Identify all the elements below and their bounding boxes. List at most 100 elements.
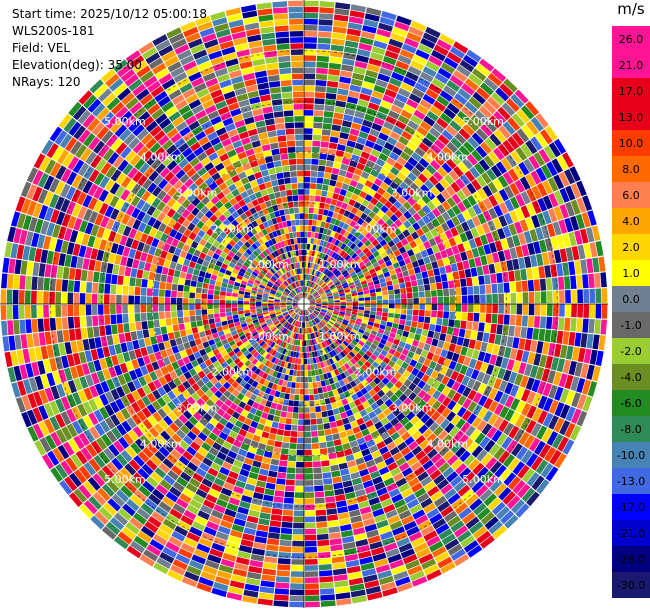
velocity-cell	[296, 370, 301, 377]
velocity-cell	[212, 269, 219, 276]
velocity-cell	[457, 110, 470, 123]
velocity-cell	[345, 310, 352, 314]
velocity-cell	[420, 413, 431, 424]
velocity-cell	[295, 352, 299, 358]
velocity-cell	[450, 548, 466, 561]
velocity-cell	[520, 205, 531, 219]
velocity-cell	[344, 315, 351, 319]
velocity-cell	[153, 280, 160, 289]
velocity-cell	[401, 467, 413, 477]
velocity-cell	[190, 321, 197, 328]
velocity-cell	[189, 477, 201, 488]
velocity-cell	[331, 245, 337, 252]
velocity-cell	[165, 252, 174, 261]
velocity-cell	[357, 217, 365, 226]
velocity-cell	[219, 334, 227, 341]
velocity-cell	[333, 310, 340, 314]
velocity-cell	[146, 288, 153, 296]
velocity-cell	[340, 280, 347, 285]
velocity-cell	[360, 254, 368, 261]
velocity-cell	[337, 175, 345, 183]
velocity-cell	[227, 450, 238, 459]
velocity-cell	[415, 252, 423, 260]
velocity-cell	[218, 345, 225, 353]
velocity-cell	[337, 367, 344, 374]
velocity-cell	[339, 351, 346, 358]
velocity-cell	[60, 411, 72, 426]
velocity-cell	[388, 252, 396, 260]
velocity-cell	[320, 196, 327, 203]
velocity-cell	[480, 535, 495, 549]
velocity-cell	[178, 278, 185, 285]
velocity-cell	[452, 392, 462, 403]
velocity-cell	[255, 448, 265, 457]
velocity-cell	[389, 205, 398, 214]
velocity-cell	[287, 296, 293, 300]
velocity-cell	[278, 325, 284, 331]
velocity-cell	[395, 576, 411, 587]
velocity-cell	[412, 246, 420, 255]
velocity-cell	[508, 476, 521, 490]
velocity-cell	[352, 309, 358, 313]
velocity-cell	[174, 460, 187, 471]
velocity-cell	[245, 288, 252, 293]
velocity-cell	[504, 408, 515, 422]
velocity-cell	[582, 396, 593, 412]
velocity-cell	[422, 32, 438, 44]
velocity-cell	[419, 120, 432, 132]
velocity-cell	[246, 282, 253, 288]
velocity-cell	[453, 430, 465, 442]
velocity-cell	[189, 304, 195, 310]
velocity-cell	[205, 389, 214, 399]
velocity-cell	[332, 26, 347, 34]
velocity-cell	[360, 356, 367, 364]
velocity-cell	[227, 319, 234, 325]
velocity-cell	[415, 347, 423, 356]
velocity-cell	[280, 533, 292, 541]
velocity-cell	[508, 325, 515, 337]
velocity-cell	[327, 296, 334, 299]
velocity-cell	[129, 517, 144, 530]
velocity-cell	[480, 255, 488, 266]
velocity-cell	[191, 255, 199, 263]
velocity-cell	[272, 343, 278, 350]
velocity-cell	[254, 536, 267, 544]
velocity-cell	[317, 233, 323, 240]
velocity-cell	[350, 287, 357, 292]
velocity-cell	[316, 55, 330, 62]
velocity-cell	[446, 208, 456, 219]
velocity-cell	[503, 314, 510, 325]
velocity-cell	[20, 260, 28, 275]
velocity-cell	[448, 170, 459, 181]
velocity-cell	[61, 355, 70, 369]
velocity-cell	[219, 295, 226, 300]
velocity-cell	[349, 128, 360, 137]
velocity-cell	[225, 269, 232, 276]
velocity-cell	[514, 221, 523, 234]
velocity-cell	[482, 332, 490, 343]
velocity-cell	[324, 172, 332, 179]
velocity-cell	[498, 293, 504, 304]
velocity-cell	[236, 274, 243, 280]
velocity-cell	[90, 248, 99, 260]
velocity-cell	[313, 363, 318, 370]
velocity-cell	[334, 305, 340, 308]
velocity-cell	[306, 309, 310, 315]
velocity-cell	[465, 516, 480, 530]
velocity-cell	[553, 138, 567, 155]
velocity-cell	[317, 258, 321, 265]
velocity-cell	[372, 231, 381, 239]
velocity-cell	[223, 354, 231, 361]
velocity-cell	[502, 491, 516, 505]
velocity-cell	[326, 216, 332, 223]
velocity-cell	[219, 369, 228, 377]
velocity-cell	[493, 191, 504, 204]
velocity-cell	[443, 510, 458, 523]
velocity-cell	[328, 365, 334, 372]
velocity-cell	[60, 460, 73, 476]
velocity-cell	[323, 317, 329, 322]
velocity-cell	[304, 437, 312, 444]
velocity-cell	[362, 353, 370, 361]
velocity-cell	[373, 143, 384, 152]
velocity-cell	[287, 316, 292, 322]
